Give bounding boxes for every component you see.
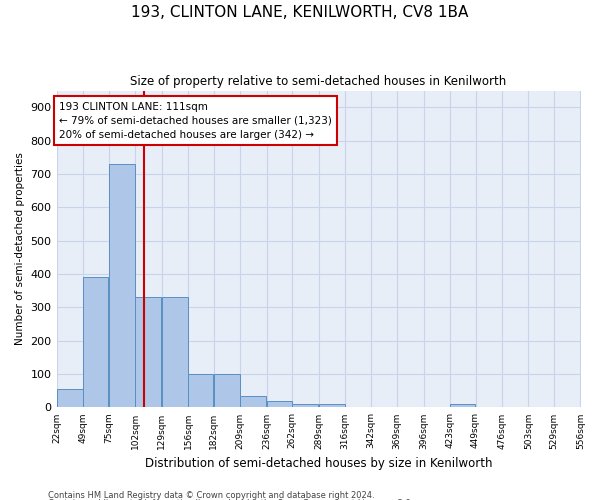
Y-axis label: Number of semi-detached properties: Number of semi-detached properties — [15, 152, 25, 346]
Bar — [109, 164, 134, 408]
Text: 193 CLINTON LANE: 111sqm
← 79% of semi-detached houses are smaller (1,323)
20% o: 193 CLINTON LANE: 111sqm ← 79% of semi-d… — [59, 102, 332, 140]
Title: Size of property relative to semi-detached houses in Kenilworth: Size of property relative to semi-detach… — [130, 75, 506, 88]
Bar — [162, 298, 188, 408]
Bar — [292, 404, 318, 407]
Bar — [451, 404, 475, 407]
X-axis label: Distribution of semi-detached houses by size in Kenilworth: Distribution of semi-detached houses by … — [145, 457, 492, 470]
Bar — [57, 389, 83, 407]
Bar — [214, 374, 239, 408]
Text: Contains HM Land Registry data © Crown copyright and database right 2024.: Contains HM Land Registry data © Crown c… — [48, 490, 374, 500]
Bar — [188, 374, 213, 408]
Text: 193, CLINTON LANE, KENILWORTH, CV8 1BA: 193, CLINTON LANE, KENILWORTH, CV8 1BA — [131, 5, 469, 20]
Bar — [136, 298, 161, 408]
Bar — [83, 278, 108, 407]
Bar — [241, 396, 266, 407]
Bar — [267, 401, 292, 407]
Bar — [319, 404, 344, 407]
